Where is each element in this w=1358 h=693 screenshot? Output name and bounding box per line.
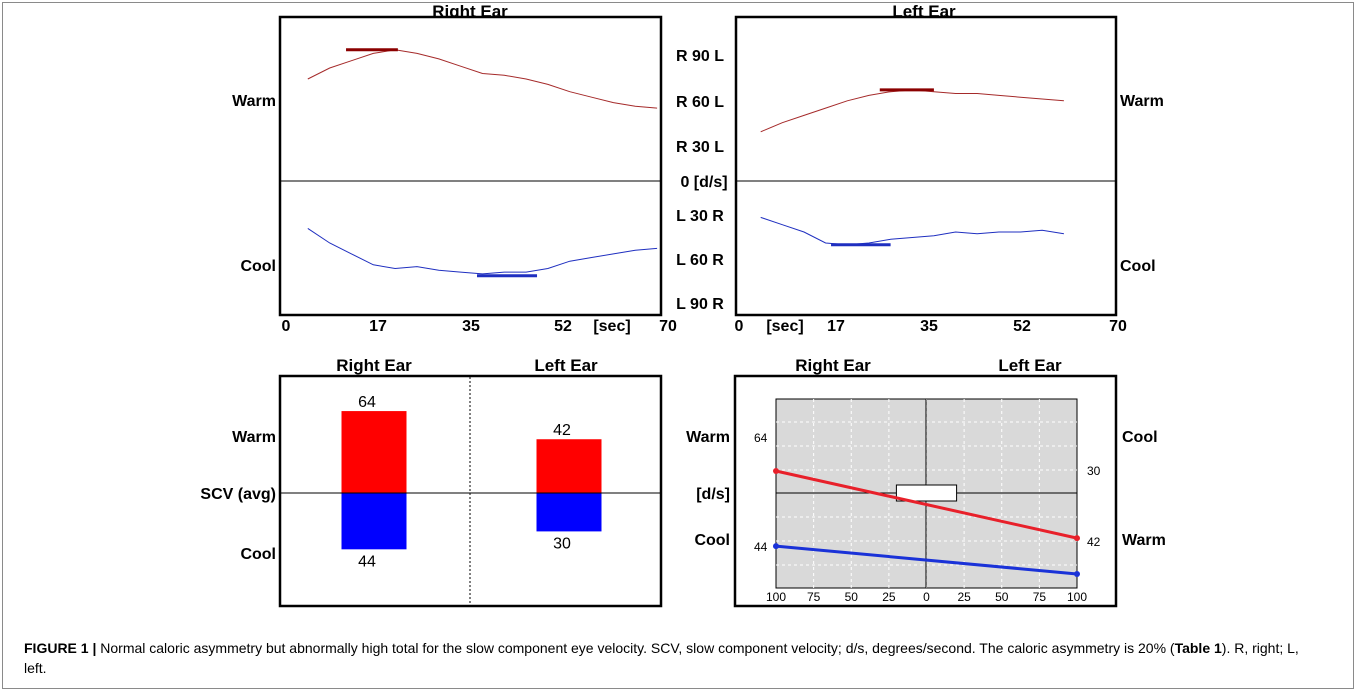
panel-b-xtick-4: 70 — [1109, 318, 1127, 335]
panel-a-xtick-2: 35 — [462, 318, 480, 335]
panel-d-center-box — [895, 484, 958, 502]
panel-d-xtick: 50 — [845, 590, 859, 604]
panel-d-cool-end-label: 30 — [1087, 464, 1101, 478]
panel-b-xtick-1: 17 — [827, 318, 845, 335]
panel-a-warm-trace — [307, 49, 658, 109]
bar-label-cool-right-ear: 44 — [358, 553, 376, 570]
caption-text-before: Normal caloric asymmetry but abnormally … — [96, 640, 1175, 656]
panel-left-ear-timecourse: Left Ear Warm Cool 0 [sec] 17 35 52 70 — [735, 2, 1164, 335]
scale-label-r90: R 90 L — [676, 48, 724, 65]
panel-d-warm-line — [775, 469, 1078, 540]
panel-c-cool-label: Cool — [240, 546, 276, 563]
panel-a-xtick-3: 52 — [554, 318, 572, 335]
panel-a-xtick-0: 0 — [282, 318, 291, 335]
panel-right-ear-timecourse: Right Ear Warm Cool 0 17 35 52 [sec] 70 — [232, 2, 677, 335]
scale-label-r60: R 60 L — [676, 94, 724, 111]
panel-d-warm-start-dot — [773, 468, 779, 474]
bar-warm-right-ear — [341, 411, 407, 493]
panel-b-xtick-3: 52 — [1013, 318, 1031, 335]
panel-d-cool-line — [775, 544, 1078, 576]
panel-d-warm-end-dot — [1074, 535, 1080, 542]
panel-b-warm-label: Warm — [1120, 93, 1164, 110]
panel-c-title-left: Left Ear — [534, 356, 598, 375]
panel-b-xunit: [sec] — [766, 318, 803, 335]
panel-d-cool-start-dot — [773, 543, 779, 550]
panel-d-xtick: 100 — [766, 590, 786, 604]
panel-d-xticks: 100 75 50 25 0 25 50 75 100 — [766, 590, 1087, 604]
panel-b-xtick-0: 0 — [735, 318, 744, 335]
panel-c-bars: 64 42 44 30 — [341, 394, 602, 570]
panel-cross-plot: Right Ear Left Ear 64 42 44 30 100 75 50 25… — [686, 356, 1166, 608]
panel-d-title-right: Right Ear — [795, 356, 871, 375]
panel-a-cool-trace — [307, 227, 658, 275]
panel-c-warm-label: Warm — [232, 429, 276, 446]
scale-label-l30: L 30 R — [676, 208, 724, 225]
scale-label-r30: R 30 L — [676, 139, 724, 156]
panel-d-left-bottom-label: Cool — [694, 532, 730, 549]
panel-c-ylabel: SCV (avg) — [200, 486, 276, 503]
panel-d-xtick: 25 — [882, 590, 896, 604]
panel-d-cool-end-dot — [1074, 571, 1080, 577]
panel-a-xunit: [sec] — [593, 318, 630, 335]
panel-b-xtick-2: 35 — [920, 318, 938, 335]
panel-d-xtick: 0 — [923, 590, 930, 604]
bar-cool-right-ear — [341, 493, 407, 550]
panel-d-title-left: Left Ear — [998, 356, 1062, 375]
panel-a-frame — [278, 15, 663, 317]
panel-b-cool-label: Cool — [1120, 258, 1156, 275]
panel-a-cool-label: Cool — [240, 258, 276, 275]
panel-d-xtick: 75 — [1033, 590, 1047, 604]
panel-a-warm-label: Warm — [232, 93, 276, 110]
caption-table-link[interactable]: Table 1 — [1174, 640, 1222, 656]
panel-d-xtick: 75 — [807, 590, 821, 604]
panel-c-title-right: Right Ear — [336, 356, 412, 375]
panel-d-warm-start-label: 64 — [754, 431, 768, 445]
bar-label-warm-right-ear: 64 — [358, 394, 376, 411]
scale-label-zero: 0 [d/s] — [680, 174, 727, 191]
panel-scv-bars: Right Ear Left Ear 64 42 44 30 Warm SCV (av… — [200, 356, 663, 608]
panel-d-left-top-label: Warm — [686, 429, 730, 446]
bar-label-cool-left-ear: 30 — [553, 535, 571, 552]
figure-caption: FIGURE 1 | Normal caloric asymmetry but … — [24, 638, 1324, 678]
caption-text-after: ). R, right; L, left. — [24, 640, 1299, 676]
panel-a-xtick-1: 17 — [369, 318, 387, 335]
bar-cool-left-ear — [536, 493, 602, 532]
bar-warm-left-ear — [536, 439, 602, 493]
panel-d-right-bottom-label: Warm — [1122, 532, 1166, 549]
panel-a-xtick-4: 70 — [659, 318, 677, 335]
scale-label-l90: L 90 R — [676, 296, 724, 313]
center-scale: R 90 L R 60 L R 30 L 0 [d/s] L 30 R L 60… — [676, 48, 728, 313]
panel-d-xtick: 100 — [1067, 590, 1087, 604]
panel-d-cool-start-label: 44 — [754, 540, 768, 554]
scale-label-l60: L 60 R — [676, 252, 724, 269]
panel-b-frame — [734, 15, 1118, 317]
panel-d-warm-end-label: 42 — [1087, 535, 1101, 549]
panel-d-xtick: 50 — [995, 590, 1009, 604]
panel-d-right-top-label: Cool — [1122, 429, 1158, 446]
figure-canvas: Right Ear Warm Cool 0 17 35 52 [sec] 70 … — [200, 2, 1166, 608]
caption-figure-label: FIGURE 1 | — [24, 640, 97, 656]
panel-d-left-middle-label: [d/s] — [696, 486, 730, 503]
bar-label-warm-left-ear: 42 — [553, 422, 571, 439]
panel-d-xtick: 25 — [957, 590, 971, 604]
panel-b-cool-trace — [760, 216, 1064, 246]
